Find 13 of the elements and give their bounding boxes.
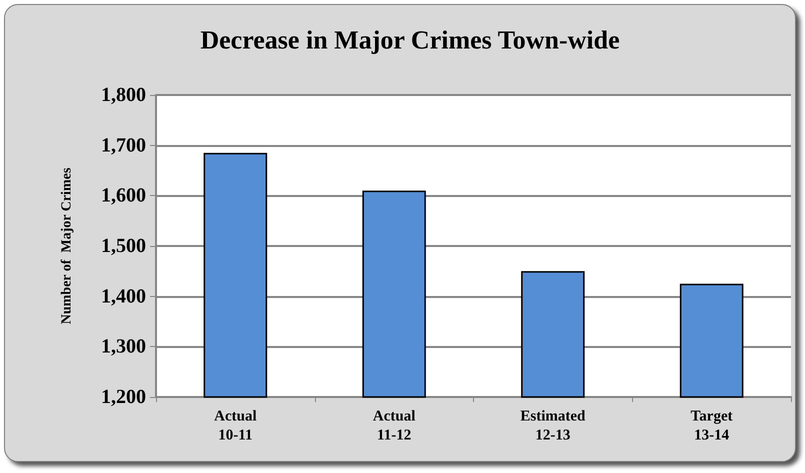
y-tick-label: 1,400 xyxy=(101,285,146,308)
x-tick-label: Actual 10-11 xyxy=(214,408,257,444)
y-tick-label: 1,600 xyxy=(101,184,146,207)
x-tick-label: Target 13-14 xyxy=(690,408,733,444)
y-tick-label: 1,300 xyxy=(101,336,146,358)
chart-title: Decrease in Major Crimes Town-wide xyxy=(200,26,620,54)
y-tick-label: 1,800 xyxy=(101,84,146,106)
y-tick-label: 1,200 xyxy=(101,386,146,408)
x-tick-label: Estimated 12-13 xyxy=(520,408,586,444)
x-tick-label: Actual 11-12 xyxy=(372,408,416,444)
y-axis-title: Number of Major Crimes xyxy=(60,167,74,324)
y-tick-label: 1,700 xyxy=(101,134,146,156)
y-tick-label: 1,500 xyxy=(101,235,146,257)
